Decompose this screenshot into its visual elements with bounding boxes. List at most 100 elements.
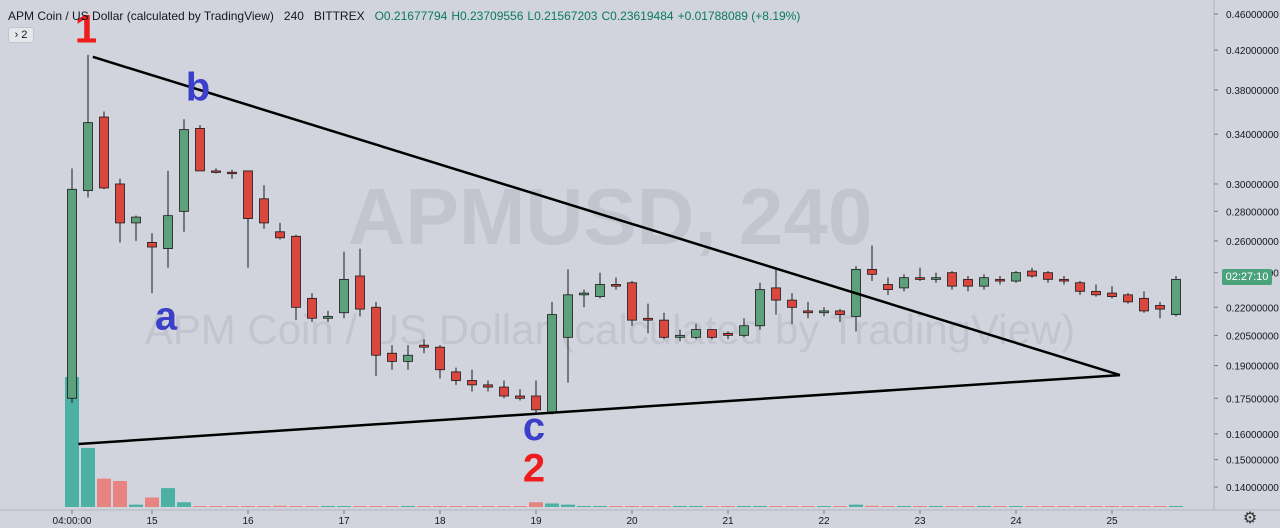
volume-bar xyxy=(225,506,239,507)
volume-bar xyxy=(65,377,79,507)
volume-bar xyxy=(177,502,191,507)
ohlc-change: +0.01788089 (+8.19%) xyxy=(677,9,801,23)
candle-body xyxy=(931,277,941,280)
symbol-legend: APM Coin / US Dollar (calculated by Trad… xyxy=(8,7,804,25)
candle-body xyxy=(1107,292,1117,297)
volume-bar xyxy=(561,504,575,507)
volume-bar xyxy=(865,505,879,507)
volume-bar xyxy=(993,506,1007,507)
candle-body xyxy=(227,171,237,175)
candle-body xyxy=(243,170,253,219)
candle-body xyxy=(323,316,333,319)
candle-body xyxy=(259,198,269,224)
candle-body xyxy=(1155,305,1165,310)
wave-labels: 1 b a c2 xyxy=(75,8,545,491)
ohlc-close: C0.23619484 xyxy=(601,9,674,23)
volume-bar xyxy=(1089,506,1103,507)
volume-bar xyxy=(657,506,671,507)
volume-bar xyxy=(1121,506,1135,507)
wave-label: 2 xyxy=(523,446,545,490)
candle-body xyxy=(675,334,685,338)
time-tick-label: 23 xyxy=(914,516,926,527)
volume-bar xyxy=(497,506,511,507)
volume-bar xyxy=(705,506,719,507)
volume-bar xyxy=(785,506,799,507)
volume-bar xyxy=(257,506,271,507)
candle-body xyxy=(147,241,157,248)
volume-bar xyxy=(353,506,367,507)
candle-body xyxy=(787,299,797,308)
candle-body xyxy=(1043,272,1053,280)
candle-body xyxy=(595,284,605,297)
volume-bar xyxy=(833,506,847,507)
volume-bar xyxy=(129,504,143,507)
current-price-tag: 02:27:10 xyxy=(1222,269,1272,285)
price-tick-label: 0.20500000 xyxy=(1226,331,1279,342)
candle-body xyxy=(659,319,669,338)
price-tick-label: 0.22000000 xyxy=(1226,303,1279,314)
candle-body xyxy=(371,306,381,356)
volume-bar xyxy=(113,481,127,507)
candle-body xyxy=(195,127,205,172)
volume-bar xyxy=(945,506,959,507)
candle-body xyxy=(435,346,445,371)
candle-body xyxy=(179,129,189,212)
interval-label: 240 xyxy=(283,9,304,23)
price-axis: 0.46000000 0.42000000 0.38000000 0.34000000… xyxy=(1213,0,1280,528)
watermark: APMUSD, 240APM Coin / US Dollar (calcula… xyxy=(145,172,1076,353)
candle-body xyxy=(275,231,285,239)
candle-body xyxy=(819,310,829,314)
price-tick-label: 0.19000000 xyxy=(1226,362,1279,373)
time-tick-label: 19 xyxy=(530,516,542,527)
price-tick-label: 0.46000000 xyxy=(1226,10,1279,21)
volume-bar xyxy=(881,506,895,507)
price-tick-label: 0.16000000 xyxy=(1226,430,1279,441)
candle-body xyxy=(867,268,877,275)
time-tick-label: 17 xyxy=(338,516,350,527)
candle-body xyxy=(1139,297,1149,312)
candle-body xyxy=(707,329,717,338)
time-tick-label: 20 xyxy=(626,516,638,527)
price-tick-label: 0.17500000 xyxy=(1226,394,1279,405)
volume-bar xyxy=(961,506,975,507)
volume-bar xyxy=(1057,506,1071,507)
time-tick-label: 22 xyxy=(818,516,830,527)
volume-bar xyxy=(977,506,991,507)
price-tick-label: 0.26000000 xyxy=(1226,237,1279,248)
volume-bar xyxy=(1073,506,1087,507)
candle-body xyxy=(963,278,973,287)
candle-body xyxy=(531,395,541,411)
volume-bar xyxy=(305,506,319,507)
candle-body xyxy=(451,371,461,381)
wave-label: c xyxy=(523,405,545,449)
volume-bar xyxy=(433,506,447,507)
candle-body xyxy=(403,354,413,362)
volume-bar xyxy=(673,506,687,507)
volume-bar xyxy=(801,506,815,507)
volume-bar xyxy=(161,488,175,507)
volume-bar xyxy=(369,506,383,507)
candle-body xyxy=(771,287,781,301)
volume-bar xyxy=(465,506,479,507)
candle-body xyxy=(995,278,1005,282)
volume-bar xyxy=(1041,506,1055,507)
candle-body xyxy=(1171,278,1181,315)
volume-bar xyxy=(1009,506,1023,507)
gear-icon[interactable]: ⚙ xyxy=(1242,507,1258,527)
volume-bar xyxy=(449,506,463,507)
candle-body xyxy=(835,310,845,315)
volume-bar xyxy=(289,506,303,507)
candle-body xyxy=(1011,272,1021,282)
price-tick-label: 0.34000000 xyxy=(1226,130,1279,141)
time-tick-label: 04:00:00 xyxy=(53,516,92,527)
candle-body xyxy=(339,278,349,314)
candle-body xyxy=(1059,278,1069,282)
candle-body xyxy=(579,292,589,296)
volume-bar xyxy=(1169,506,1183,507)
time-tick-label: 21 xyxy=(722,516,734,527)
volume-bar xyxy=(769,506,783,507)
candle-body xyxy=(723,333,733,336)
candle-body xyxy=(979,277,989,287)
indicators-toggle-button[interactable]: › 2 xyxy=(8,27,34,43)
